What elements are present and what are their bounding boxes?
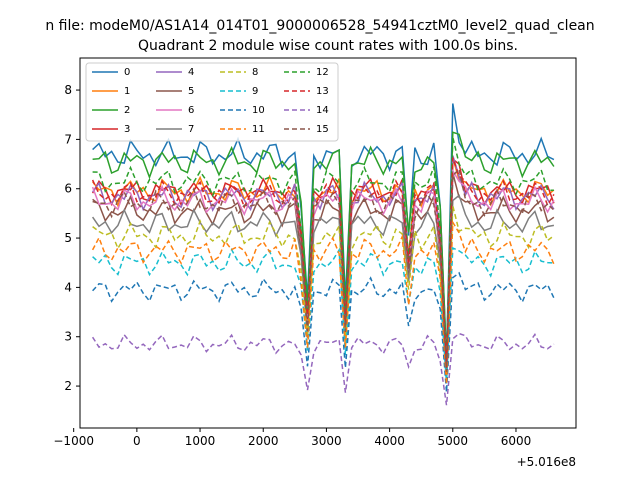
legend-label-14: 14 <box>316 105 329 116</box>
legend-label-9: 9 <box>252 86 258 97</box>
x-axis-ticks: −1000 0 1000 2000 3000 4000 5000 6000 <box>53 428 531 448</box>
series-line-6 <box>91 168 555 370</box>
y-tick-label: 5 <box>64 231 72 245</box>
chart-title: Quadrant 2 module wise count rates with … <box>138 38 518 54</box>
y-tick-label: 2 <box>64 379 72 393</box>
legend-label-15: 15 <box>316 124 329 135</box>
legend-label-6: 6 <box>188 105 194 116</box>
x-tick-label: 0 <box>133 434 141 448</box>
legend-label-11: 11 <box>252 124 265 135</box>
legend-frame <box>85 62 339 142</box>
y-tick-label: 7 <box>64 132 72 146</box>
legend-label-8: 8 <box>252 67 258 78</box>
series-line-8 <box>92 205 555 377</box>
chart-suptitle: n file: modeM0/AS1A14_014T01_9000006528_… <box>45 18 594 34</box>
series-line-7 <box>91 194 555 376</box>
legend-label-0: 0 <box>124 67 130 78</box>
series-line-10 <box>92 271 555 393</box>
x-tick-label: −1000 <box>53 434 94 448</box>
legend-label-12: 12 <box>316 67 329 78</box>
series-line-13 <box>91 157 555 368</box>
series-layer <box>91 103 555 406</box>
y-tick-label: 8 <box>64 83 72 97</box>
series-line-15 <box>92 167 555 372</box>
y-axis-ticks: 2 3 4 5 6 7 8 <box>64 83 80 393</box>
x-tick-label: 2000 <box>248 434 279 448</box>
x-tick-label: 5000 <box>438 434 469 448</box>
x-tick-label: 1000 <box>185 434 216 448</box>
legend-label-5: 5 <box>188 86 194 97</box>
series-line-5 <box>92 172 555 374</box>
x-tick-label: 6000 <box>501 434 532 448</box>
legend-label-13: 13 <box>316 86 329 97</box>
legend-label-3: 3 <box>124 124 130 135</box>
legend-label-10: 10 <box>252 105 265 116</box>
series-line-9 <box>92 246 554 384</box>
legend-label-7: 7 <box>188 124 194 135</box>
series-line-12 <box>92 137 554 367</box>
series-line-2 <box>92 131 555 359</box>
x-tick-label: 3000 <box>311 434 342 448</box>
y-tick-label: 6 <box>64 182 72 196</box>
y-tick-label: 4 <box>64 280 72 294</box>
series-line-14 <box>91 332 555 406</box>
x-offset-label: +5.016e8 <box>517 455 576 469</box>
series-line-11 <box>91 219 555 385</box>
legend-label-1: 1 <box>124 86 130 97</box>
legend-label-4: 4 <box>188 67 194 78</box>
x-tick-label: 4000 <box>374 434 405 448</box>
plot-frame <box>79 57 577 429</box>
y-tick-label: 3 <box>64 330 72 344</box>
legend-label-2: 2 <box>124 105 130 116</box>
